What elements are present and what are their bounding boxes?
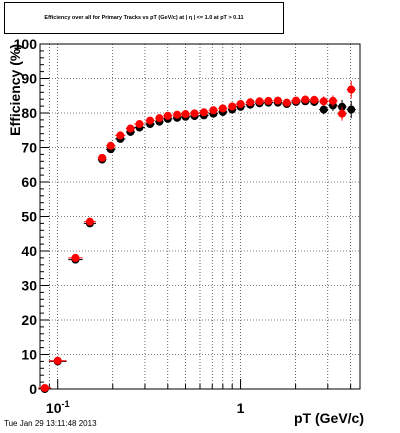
data-point (199, 108, 208, 117)
data-point (209, 106, 218, 115)
data-point (228, 102, 237, 111)
data-point (236, 100, 245, 109)
data-point (246, 98, 255, 107)
y-tick-label: 30 (21, 278, 37, 294)
data-point (264, 96, 273, 105)
title-box: Efficiency over all for Primary Tracks v… (4, 2, 284, 34)
y-tick-label: 50 (21, 209, 37, 225)
y-tick-label: 20 (21, 312, 37, 328)
data-point (190, 109, 199, 118)
data-point (347, 85, 356, 94)
data-point (98, 153, 107, 162)
data-point (301, 95, 310, 104)
data-point (146, 116, 155, 125)
x-axis-title: pT (GeV/c) (294, 410, 364, 426)
data-point (310, 95, 319, 104)
data-point (328, 96, 337, 105)
y-tick-label: 0 (29, 381, 37, 397)
data-point (338, 109, 347, 118)
data-point (53, 356, 62, 365)
y-tick-label: 80 (21, 105, 37, 121)
series-1 (38, 80, 356, 392)
x-tick-label: 1 (237, 400, 245, 416)
data-point (319, 97, 328, 106)
y-axis-title: Efficiency (%) (7, 44, 23, 136)
data-point (135, 120, 144, 129)
y-tick-label: 40 (21, 243, 37, 259)
data-point (155, 114, 164, 123)
x-tick-label: 10-1 (46, 399, 70, 416)
data-point (292, 96, 301, 105)
y-tick-label: 100 (14, 36, 38, 52)
data-point (163, 111, 172, 120)
data-point (319, 105, 328, 114)
data-point (40, 383, 49, 392)
data-point (273, 96, 282, 105)
data-point (181, 110, 190, 119)
data-point (106, 141, 115, 150)
data-point (347, 105, 356, 114)
y-tick-label: 60 (21, 174, 37, 190)
timestamp: Tue Jan 29 13:11:48 2013 (4, 419, 97, 428)
data-point (126, 124, 135, 133)
data-point (85, 217, 94, 226)
y-tick-label: 70 (21, 140, 37, 156)
chart-title: Efficiency over all for Primary Tracks v… (44, 15, 244, 21)
data-point (71, 253, 80, 262)
data-point (218, 104, 227, 113)
y-tick-label: 10 (21, 347, 37, 363)
data-point (173, 110, 182, 119)
y-tick-label: 90 (21, 71, 37, 87)
data-point (116, 131, 125, 140)
data-point (255, 97, 264, 106)
data-point (282, 98, 291, 107)
